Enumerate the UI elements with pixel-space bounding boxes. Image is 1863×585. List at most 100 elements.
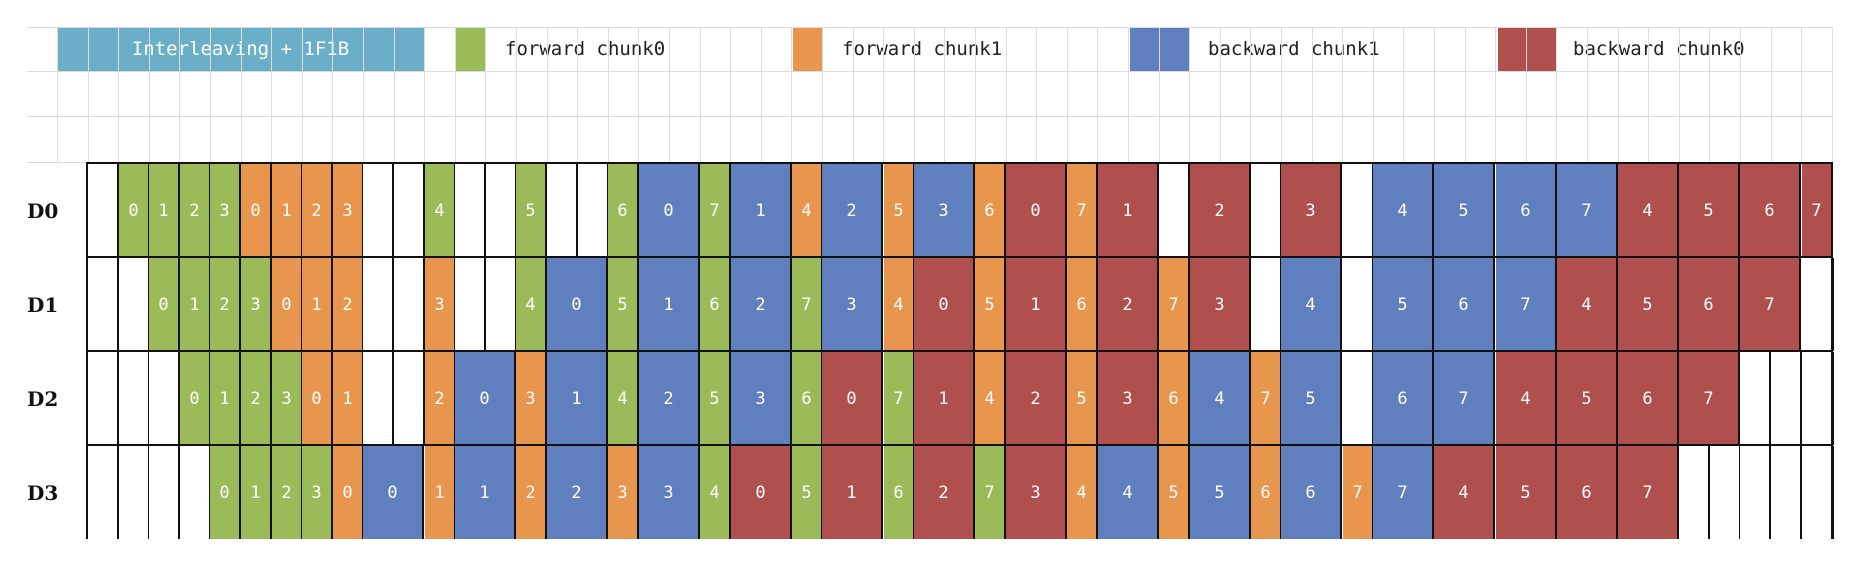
micro-batch-cell: 2 — [822, 164, 883, 257]
micro-batch-cell: 0 — [333, 446, 364, 539]
micro-batch-cell: 7 — [1557, 164, 1618, 257]
grid-line — [1373, 27, 1374, 162]
idle-cell — [547, 164, 578, 257]
micro-batch-cell: 5 — [975, 258, 1006, 351]
micro-batch-cell: 3 — [1006, 446, 1067, 539]
micro-batch-cell: 4 — [1496, 352, 1557, 445]
idle-cell — [1710, 446, 1741, 539]
micro-batch-cell: 4 — [1373, 164, 1434, 257]
idle-cell — [1802, 258, 1833, 351]
micro-batch-cell: 6 — [1496, 164, 1557, 257]
grid-line — [822, 27, 823, 162]
grid-line — [577, 27, 578, 162]
grid-line — [1128, 27, 1129, 162]
micro-batch-cell: 7 — [1373, 446, 1434, 539]
micro-batch-cell: 6 — [975, 164, 1006, 257]
grid-line — [516, 27, 517, 162]
grid-line — [1832, 27, 1833, 162]
micro-batch-cell: 0 — [302, 352, 333, 445]
idle-cell — [1343, 352, 1374, 445]
grid-line — [1067, 27, 1068, 162]
micro-batch-cell: 7 — [1434, 352, 1495, 445]
grid-line — [1036, 27, 1037, 162]
idle-cell — [1679, 446, 1710, 539]
micro-batch-cell: 1 — [272, 164, 303, 257]
legend-swatch-forward-chunk1 — [793, 27, 823, 71]
idle-cell — [119, 446, 150, 539]
micro-batch-cell: 2 — [210, 258, 241, 351]
idle-cell — [1771, 352, 1802, 445]
micro-batch-cell: 7 — [1618, 446, 1679, 539]
micro-batch-cell: 4 — [1618, 164, 1679, 257]
micro-batch-cell: 0 — [272, 258, 303, 351]
idle-cell — [394, 258, 425, 351]
grid-line — [1189, 27, 1190, 162]
micro-batch-cell: 7 — [1496, 258, 1557, 351]
idle-cell — [1740, 446, 1771, 539]
idle-cell — [363, 164, 394, 257]
micro-batch-cell: 6 — [700, 258, 731, 351]
grid-line — [1342, 27, 1343, 162]
grid-line — [730, 27, 731, 162]
grid-line — [1679, 27, 1680, 162]
grid-line — [485, 27, 486, 162]
idle-cell — [1343, 164, 1374, 257]
micro-batch-cell: 7 — [1343, 446, 1374, 539]
micro-batch-cell: 3 — [425, 258, 456, 351]
micro-batch-cell: 2 — [639, 352, 700, 445]
micro-batch-cell: 5 — [1679, 164, 1740, 257]
micro-batch-cell: 4 — [792, 164, 823, 257]
micro-batch-cell: 4 — [1434, 446, 1495, 539]
micro-batch-cell: 1 — [425, 446, 456, 539]
micro-batch-cell: 0 — [639, 164, 700, 257]
idle-cell — [88, 164, 119, 257]
idle-cell — [486, 164, 517, 257]
grid-line — [608, 27, 609, 162]
micro-batch-cell: 1 — [731, 164, 792, 257]
grid-line — [1159, 27, 1160, 162]
micro-batch-cell: 4 — [1557, 258, 1618, 351]
micro-batch-cell: 5 — [884, 164, 915, 257]
grid-line — [1740, 27, 1741, 162]
grid-line — [1403, 27, 1404, 162]
micro-batch-cell: 3 — [639, 446, 700, 539]
idle-cell — [88, 352, 119, 445]
micro-batch-cell: 7 — [1740, 258, 1801, 351]
grid-line — [271, 27, 272, 162]
micro-batch-cell: 1 — [210, 352, 241, 445]
micro-batch-cell: 3 — [1281, 164, 1342, 257]
micro-batch-cell: 7 — [1802, 164, 1833, 257]
micro-batch-cell: 3 — [272, 352, 303, 445]
micro-batch-cell: 3 — [210, 164, 241, 257]
grid-line — [883, 27, 884, 162]
row-border — [86, 444, 88, 539]
grid-line — [761, 27, 762, 162]
grid-line — [1648, 27, 1649, 162]
idle-cell — [578, 164, 609, 257]
micro-batch-cell: 3 — [1098, 352, 1159, 445]
micro-batch-cell: 7 — [700, 164, 731, 257]
micro-batch-cell: 5 — [608, 258, 639, 351]
legend-label: backward chunk1 — [1208, 38, 1380, 60]
legend-swatch-forward-chunk0 — [456, 27, 486, 71]
row-border — [86, 256, 88, 351]
grid-line — [363, 27, 364, 162]
grid-line — [149, 27, 150, 162]
grid-line — [638, 27, 639, 162]
grid-line — [1587, 27, 1588, 162]
idle-cell — [88, 258, 119, 351]
grid-line — [1006, 27, 1007, 162]
device-label: D1 — [27, 292, 59, 317]
grid-line — [302, 27, 303, 162]
micro-batch-cell: 2 — [180, 164, 211, 257]
micro-batch-cell: 1 — [914, 352, 975, 445]
grid-line — [118, 27, 119, 162]
grid-line — [1801, 27, 1802, 162]
micro-batch-cell: 5 — [1434, 164, 1495, 257]
micro-batch-cell: 0 — [180, 352, 211, 445]
micro-batch-cell: 5 — [792, 446, 823, 539]
micro-batch-cell: 5 — [1496, 446, 1557, 539]
device-label: D0 — [27, 198, 59, 223]
legend-label: forward chunk0 — [505, 38, 666, 60]
